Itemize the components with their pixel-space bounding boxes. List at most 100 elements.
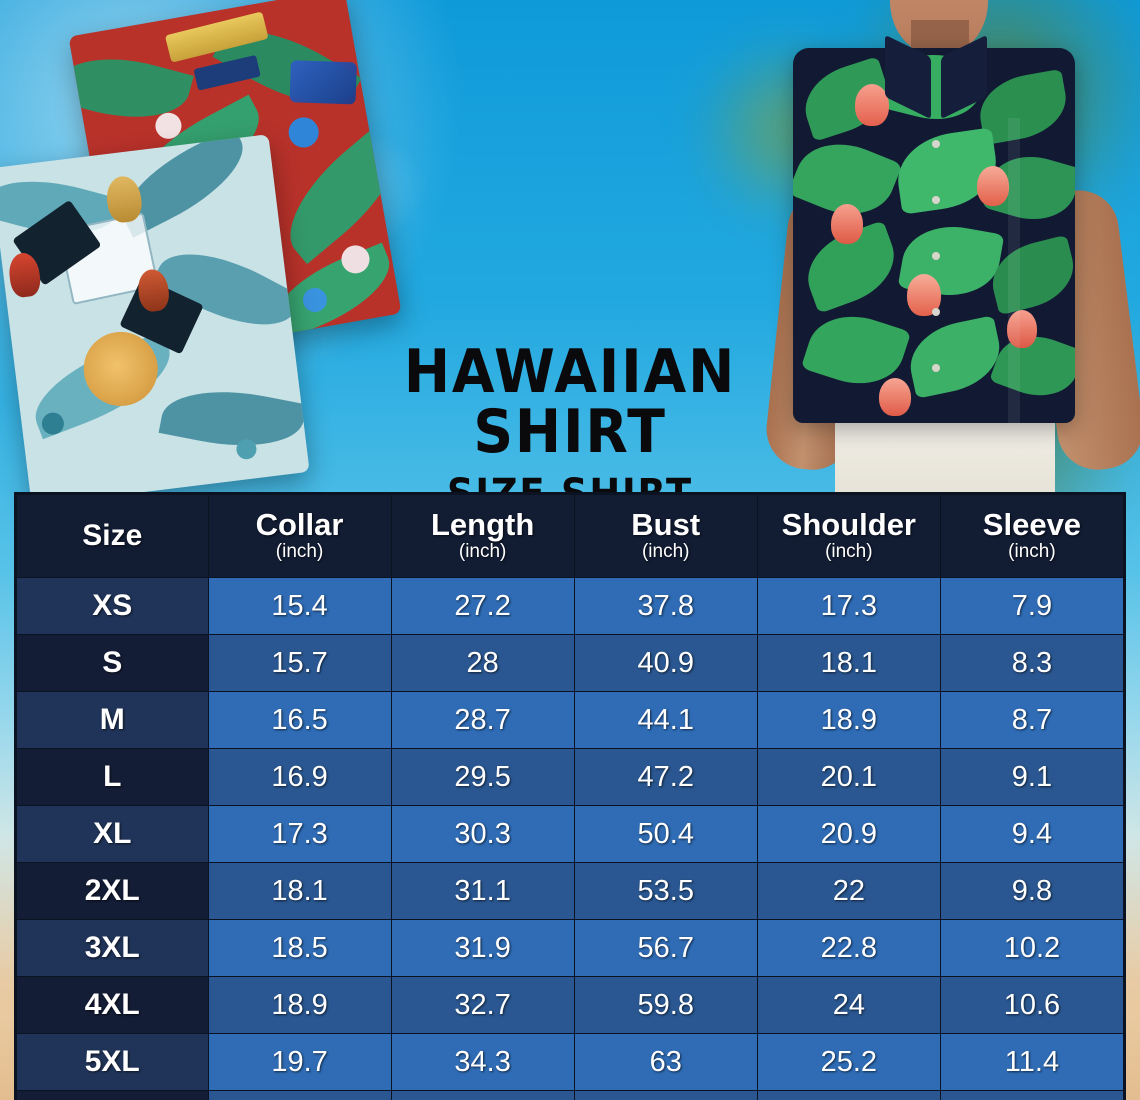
model-photo [715,0,1140,500]
measurement-cell-bust: 50.4 [573,805,758,863]
shirt-button [932,364,940,372]
size-cell: M [16,691,209,749]
size-cell: L [16,748,209,806]
flamingo-motif [855,84,889,126]
measurement-cell-length: 28 [390,634,575,692]
measurement-cell-sleeve: 9.8 [939,862,1125,920]
measurement-cell-length: 31.1 [390,862,575,920]
table-row: 5XL 19.7 34.3 63 25.2 11.4 [16,1033,1125,1091]
size-cell: S [16,634,209,692]
page-title: HAWAIIAN SHIRT [403,337,737,467]
size-chart-table-wrap: Size Collar (inch) Length (inch) Bust (i… [14,492,1126,1100]
size-cell: 6XL [16,1090,209,1100]
shirt-button [932,252,940,260]
measurement-cell-collar: 19.7 [207,1033,392,1091]
size-cell: XS [16,577,209,635]
button-placket [1008,118,1020,423]
blue-shirt-image [0,134,310,506]
flamingo-motif [879,378,911,416]
measurement-cell-shoulder: 17.3 [756,577,941,635]
measurement-cell-collar: 16.5 [207,691,392,749]
column-header-shoulder: Shoulder (inch) [756,494,941,578]
table-body: XS 15.4 27.2 37.8 17.3 7.9 S 15.7 28 40.9 18.1 8.3 M… [16,577,1125,1100]
measurement-cell-collar: 16.9 [207,748,392,806]
measurement-cell-bust: 66.5 [573,1090,758,1100]
measurement-cell-shoulder: 24 [756,976,941,1034]
title-block: HAWAIIAN SHIRT SIZE SHIRT [300,342,840,514]
measurement-cell-shoulder: 25.2 [756,1033,941,1091]
measurement-cell-shoulder: 18.1 [756,634,941,692]
measurement-cell-sleeve: 8.7 [939,691,1125,749]
measurement-cell-collar: 18.5 [207,919,392,977]
measurement-cell-bust: 59.8 [573,976,758,1034]
measurement-cell-sleeve: 10.2 [939,919,1125,977]
table-row: M 16.5 28.7 44.1 18.9 8.7 [16,691,1125,749]
measurement-cell-collar: 18.1 [207,862,392,920]
measurement-cell-collar: 15.4 [207,577,392,635]
table-row: 4XL 18.9 32.7 59.8 24 10.6 [16,976,1125,1034]
measurement-cell-sleeve: 9.1 [939,748,1125,806]
table-header: Size Collar (inch) Length (inch) Bust (i… [16,494,1125,578]
measurement-cell-sleeve: 12.2 [939,1090,1125,1100]
measurement-cell-length: 32.7 [390,976,575,1034]
measurement-cell-length: 29.5 [390,748,575,806]
flamingo-motif [831,204,863,244]
measurement-cell-sleeve: 9.4 [939,805,1125,863]
table-row: S 15.7 28 40.9 18.1 8.3 [16,634,1125,692]
table-row: XL 17.3 30.3 50.4 20.9 9.4 [16,805,1125,863]
measurement-cell-length: 35.8 [390,1090,575,1100]
measurement-cell-shoulder: 26.8 [756,1090,941,1100]
size-cell: 3XL [16,919,209,977]
measurement-cell-collar: 17.3 [207,805,392,863]
measurement-cell-length: 30.3 [390,805,575,863]
measurement-cell-collar: 18.9 [207,976,392,1034]
measurement-cell-sleeve: 7.9 [939,577,1125,635]
shirt-button [932,308,940,316]
measurement-cell-bust: 53.5 [573,862,758,920]
measurement-cell-length: 28.7 [390,691,575,749]
column-header-sleeve: Sleeve (inch) [939,494,1125,578]
table-row: 3XL 18.5 31.9 56.7 22.8 10.2 [16,919,1125,977]
size-cell: 2XL [16,862,209,920]
size-cell: XL [16,805,209,863]
measurement-cell-sleeve: 8.3 [939,634,1125,692]
shirt-button [932,196,940,204]
column-header-length: Length (inch) [390,494,575,578]
table-row: 6XL20.535.866.526.812.2 [16,1090,1125,1100]
table-row: XS 15.4 27.2 37.8 17.3 7.9 [16,577,1125,635]
neck-shadow [911,20,969,50]
measurement-cell-collar: 15.7 [207,634,392,692]
measurement-cell-sleeve: 11.4 [939,1033,1125,1091]
measurement-cell-bust: 40.9 [573,634,758,692]
measurement-cell-bust: 47.2 [573,748,758,806]
measurement-cell-collar: 20.5 [207,1090,392,1100]
brand-logo-icon [289,60,357,105]
measurement-cell-length: 34.3 [390,1033,575,1091]
measurement-cell-shoulder: 22.8 [756,919,941,977]
column-header-bust: Bust (inch) [573,494,758,578]
measurement-cell-shoulder: 22 [756,862,941,920]
column-header-size: Size [16,494,209,578]
flamingo-motif [1007,310,1037,348]
measurement-cell-length: 27.2 [390,577,575,635]
measurement-cell-bust: 44.1 [573,691,758,749]
size-chart-table: Size Collar (inch) Length (inch) Bust (i… [16,494,1125,1100]
measurement-cell-shoulder: 20.9 [756,805,941,863]
measurement-cell-bust: 63 [573,1033,758,1091]
measurement-cell-sleeve: 10.6 [939,976,1125,1034]
size-cell: 5XL [16,1033,209,1091]
header-row: Size Collar (inch) Length (inch) Bust (i… [16,494,1125,578]
measurement-cell-length: 31.9 [390,919,575,977]
measurement-cell-bust: 37.8 [573,577,758,635]
measurement-cell-bust: 56.7 [573,919,758,977]
column-header-collar: Collar (inch) [207,494,392,578]
table-row: L 16.9 29.5 47.2 20.1 9.1 [16,748,1125,806]
table-row: 2XL 18.1 31.1 53.5 22 9.8 [16,862,1125,920]
navy-flamingo-shirt [793,48,1075,423]
shirt-button [932,140,940,148]
flamingo-motif [977,166,1009,206]
measurement-cell-shoulder: 20.1 [756,748,941,806]
measurement-cell-shoulder: 18.9 [756,691,941,749]
size-cell: 4XL [16,976,209,1034]
